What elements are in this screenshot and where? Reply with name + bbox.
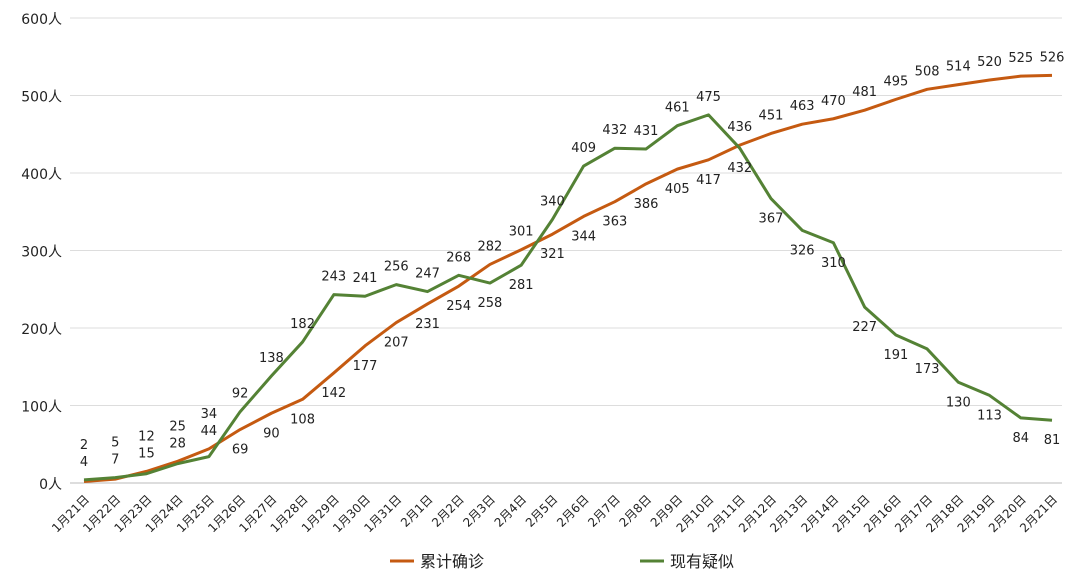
y-tick-label: 500人 [21, 90, 62, 106]
x-tick-label: 2月8日 [617, 492, 655, 530]
data-label: 34 [201, 407, 218, 422]
data-label: 12 [138, 429, 155, 444]
data-label: 173 [915, 362, 940, 377]
data-label: 254 [446, 299, 471, 314]
data-label: 432 [602, 123, 627, 138]
data-label: 525 [1008, 51, 1033, 66]
data-label: 367 [759, 212, 784, 227]
data-label: 191 [883, 348, 908, 363]
y-tick-label: 200人 [21, 322, 62, 338]
data-label: 475 [696, 90, 721, 105]
data-label: 130 [946, 395, 971, 410]
y-tick-label: 0人 [39, 477, 62, 493]
data-label: 142 [321, 386, 346, 401]
data-label: 182 [290, 317, 315, 332]
data-label: 92 [232, 387, 249, 402]
x-tick-label: 2月5日 [523, 492, 561, 530]
data-label: 4 [80, 455, 88, 470]
data-label: 386 [634, 197, 659, 212]
data-label: 321 [540, 247, 565, 262]
data-label: 90 [263, 426, 280, 441]
data-label: 177 [353, 359, 378, 374]
data-label: 301 [509, 225, 534, 240]
data-label: 363 [602, 215, 627, 230]
y-tick-label: 600人 [21, 12, 62, 28]
x-tick-label: 2月3日 [460, 492, 498, 530]
data-label: 344 [571, 229, 596, 244]
data-label: 431 [634, 124, 659, 139]
x-tick-label: 2月6日 [554, 492, 592, 530]
data-label: 481 [852, 85, 877, 100]
y-tick-label: 100人 [21, 400, 62, 416]
data-label: 470 [821, 94, 846, 109]
x-tick-label: 2月7日 [585, 492, 623, 530]
legend-label: 累计确诊 [420, 552, 484, 571]
data-label: 451 [759, 108, 784, 123]
data-label: 409 [571, 141, 596, 156]
data-label: 417 [696, 173, 721, 188]
data-label: 282 [478, 239, 503, 254]
data-label: 514 [946, 60, 971, 75]
data-label: 231 [415, 317, 440, 332]
data-label: 25 [169, 419, 186, 434]
data-label: 526 [1040, 50, 1065, 65]
data-label: 81 [1044, 433, 1061, 448]
data-label: 108 [290, 412, 315, 427]
data-label: 508 [915, 64, 940, 79]
data-label: 258 [478, 296, 503, 311]
data-label: 405 [665, 182, 690, 197]
data-label: 227 [852, 320, 877, 335]
data-label: 138 [259, 351, 284, 366]
data-label: 247 [415, 267, 440, 282]
data-label: 84 [1013, 431, 1030, 446]
data-label: 495 [883, 74, 908, 89]
x-tick-label: 2月2日 [429, 492, 467, 530]
data-label: 268 [446, 250, 471, 265]
data-label: 310 [821, 256, 846, 271]
data-label: 5 [111, 436, 119, 451]
data-label: 256 [384, 260, 409, 275]
data-label: 69 [232, 443, 249, 458]
data-label: 432 [727, 161, 752, 176]
data-label: 241 [353, 271, 378, 286]
data-label: 461 [665, 101, 690, 116]
data-label: 28 [169, 436, 186, 451]
data-label: 2 [80, 438, 88, 453]
data-label: 340 [540, 195, 565, 210]
data-label: 15 [138, 446, 155, 461]
data-label: 281 [509, 278, 534, 293]
x-tick-label: 2月4日 [492, 492, 530, 530]
data-label: 520 [977, 55, 1002, 70]
data-label: 207 [384, 336, 409, 351]
y-tick-label: 400人 [21, 167, 62, 183]
series-line-0 [83, 73, 1053, 483]
data-label: 463 [790, 99, 815, 114]
data-label: 326 [790, 243, 815, 258]
data-label: 44 [201, 424, 218, 439]
data-label: 113 [977, 408, 1002, 423]
legend-label: 现有疑似 [670, 552, 734, 571]
data-label: 7 [111, 453, 119, 468]
data-label: 436 [727, 120, 752, 135]
data-label: 243 [321, 270, 346, 285]
x-tick-label: 2月1日 [398, 492, 436, 530]
y-tick-label: 300人 [21, 245, 62, 261]
series-line-1 [83, 113, 1053, 482]
